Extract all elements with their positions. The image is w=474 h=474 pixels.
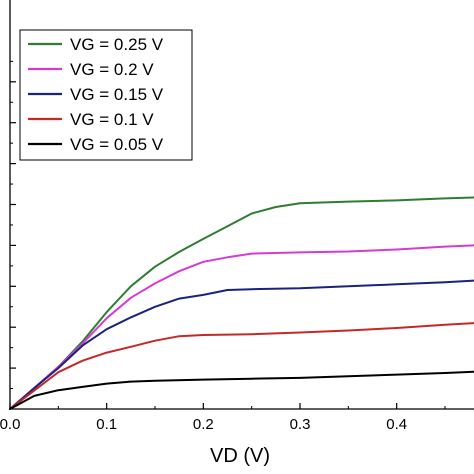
series-layer xyxy=(9,196,474,410)
x-tick-label: 0.3 xyxy=(290,416,311,433)
x-tick-label: 0.1 xyxy=(96,416,117,433)
legend: VG = 0.25 V VG = 0.2 V VG = 0.15 V VG = 0.1… xyxy=(19,29,193,161)
series-line-5 xyxy=(9,370,474,410)
axes-layer: 0.0 0.1 0.2 0.3 0.4 xyxy=(0,0,474,433)
x-tick-label: 0.2 xyxy=(193,416,214,433)
legend-label-3: VG = 0.15 V xyxy=(70,85,164,104)
series-line-3 xyxy=(9,279,474,410)
x-tick-label: 0.4 xyxy=(386,416,407,433)
legend-label-4: VG = 0.1 V xyxy=(70,110,154,129)
series-line-4 xyxy=(9,322,474,410)
series-line-2 xyxy=(9,244,474,410)
legend-label-1: VG = 0.25 V xyxy=(70,35,164,54)
x-axis-title: VD (V) xyxy=(210,445,270,467)
legend-label-5: VG = 0.05 V xyxy=(70,135,164,154)
series-line-1 xyxy=(9,196,474,410)
legend-label-2: VG = 0.2 V xyxy=(70,60,154,79)
x-tick-label: 0.0 xyxy=(0,416,20,433)
